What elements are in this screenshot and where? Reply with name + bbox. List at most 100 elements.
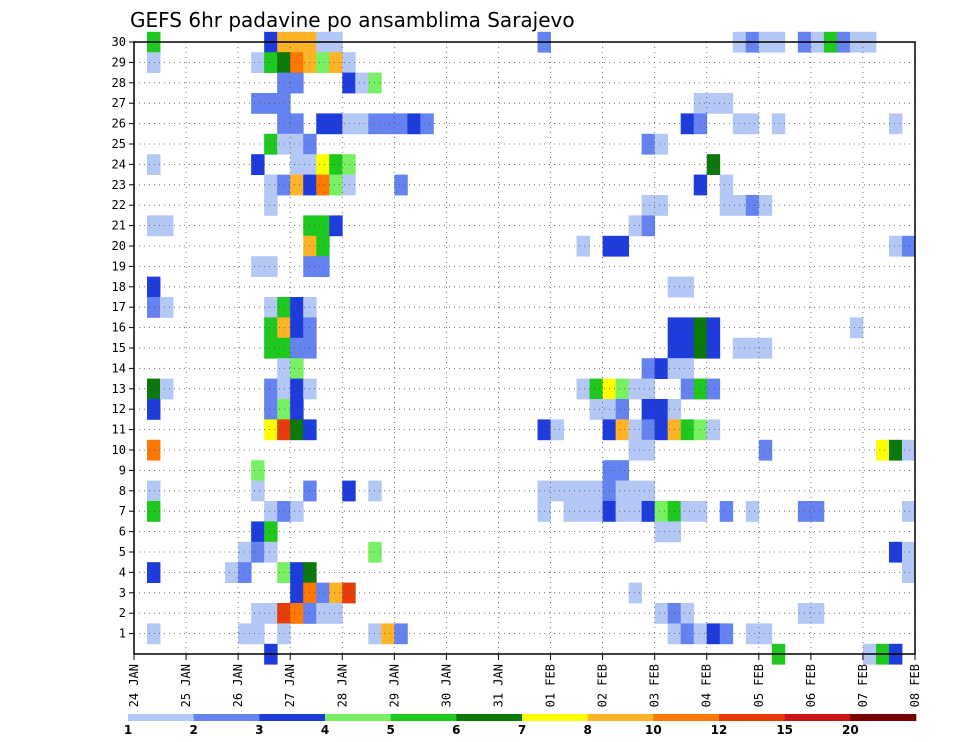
heatmap-cell: [745, 501, 760, 522]
y-tick-label: 8: [119, 484, 126, 498]
heatmap-cell: [225, 562, 239, 583]
heatmap-cell: [342, 154, 356, 175]
color-legend: 1 2 3 4 5 6 7 8 10 12 15 20: [124, 714, 917, 737]
heatmap-cell: [290, 419, 304, 441]
heatmap-cell: [147, 399, 161, 420]
heatmap-cell: [290, 297, 304, 318]
heatmap-cell: [680, 113, 695, 135]
y-tick-label: 1: [119, 627, 126, 641]
heatmap-cell: [563, 501, 577, 522]
heatmap-cell: [706, 623, 721, 645]
heatmap-cell: [251, 93, 265, 114]
heatmap-cell: [251, 460, 265, 481]
heatmap-cell: [264, 501, 278, 522]
heatmap-cell: [329, 52, 343, 73]
legend-label: 3: [255, 723, 263, 737]
heatmap-cell: [654, 419, 669, 441]
heatmap-cell: [654, 399, 669, 420]
heatmap-cell: [264, 297, 278, 318]
heatmap-cell: [693, 419, 708, 441]
heatmap-cell: [901, 501, 916, 522]
heatmap-cell: [277, 174, 291, 196]
heatmap-cell: [745, 195, 760, 216]
y-tick-label: 2: [119, 606, 126, 620]
heatmap-cell: [420, 113, 434, 135]
y-tick-label: 12: [112, 402, 126, 416]
y-tick-label: 20: [112, 239, 126, 253]
y-tick-label: 21: [112, 219, 126, 233]
heatmap-cell: [264, 317, 278, 339]
heatmap-cell: [316, 582, 330, 604]
heatmap-cell: [147, 623, 161, 645]
heatmap-cell: [147, 297, 161, 318]
heatmap-cell: [277, 52, 291, 73]
heatmap-cell: [615, 235, 630, 257]
heatmap-cell: [316, 256, 330, 277]
heatmap-cell: [394, 174, 408, 196]
heatmap-cell: [680, 276, 695, 298]
heatmap-cell: [693, 317, 708, 339]
y-tick-label: 7: [119, 504, 126, 518]
y-tick-label: 17: [112, 300, 126, 314]
heatmap-cell: [277, 603, 291, 624]
heatmap-cell: [706, 93, 721, 114]
heatmap-cell: [264, 52, 278, 73]
y-tick-label: 10: [112, 443, 126, 457]
legend-label: 5: [386, 723, 394, 737]
heatmap-cell: [277, 133, 291, 155]
heatmap-cell: [329, 154, 343, 175]
legend-label: 6: [452, 723, 460, 737]
heatmap-cell: [147, 562, 161, 583]
heatmap-cell: [693, 623, 708, 645]
heatmap-cell: [251, 154, 265, 175]
heatmap-cell: [147, 276, 161, 298]
heatmap-cell: [277, 378, 291, 400]
y-tick-label: 26: [112, 117, 126, 131]
x-tick-label: 24 JAN: [127, 664, 141, 707]
heatmap-cell: [576, 501, 590, 522]
heatmap-cell: [160, 378, 174, 400]
heatmap-cell: [368, 72, 382, 94]
y-axis: 1234567891011121314151617181920212223242…: [112, 35, 134, 641]
heatmap-cell: [342, 480, 356, 502]
heatmap-cell: [680, 317, 695, 339]
heatmap-cells: [147, 31, 916, 665]
heatmap-cell: [706, 317, 721, 339]
heatmap-cell: [251, 52, 265, 73]
x-tick-label: 04 FEB: [700, 664, 714, 707]
y-tick-label: 6: [119, 525, 126, 539]
heatmap-cell: [745, 623, 760, 645]
heatmap-cell: [641, 133, 656, 155]
heatmap-cell: [745, 113, 760, 135]
heatmap-cell: [342, 582, 356, 604]
heatmap-cell: [264, 521, 278, 543]
legend-label: 7: [518, 723, 526, 737]
heatmap-cell: [680, 623, 695, 645]
heatmap-cell: [355, 72, 369, 94]
heatmap-cell: [368, 623, 382, 645]
y-tick-label: 25: [112, 137, 126, 151]
y-tick-label: 11: [112, 423, 126, 437]
heatmap-cell: [810, 603, 825, 624]
y-tick-label: 18: [112, 280, 126, 294]
x-tick-label: 26 JAN: [231, 664, 245, 707]
legend-swatch: [719, 714, 785, 721]
heatmap-cell: [290, 358, 304, 379]
heatmap-cell: [316, 235, 330, 257]
heatmap-cell: [810, 501, 825, 522]
heatmap-cell: [290, 113, 304, 135]
legend-label: 2: [189, 723, 197, 737]
heatmap-cell: [628, 215, 643, 237]
heatmap-cell: [368, 113, 382, 135]
grid-lines: [134, 42, 915, 654]
heatmap-cell: [615, 501, 630, 522]
heatmap-cell: [264, 337, 278, 359]
heatmap-cell: [251, 623, 265, 645]
legend-label: 10: [645, 723, 662, 737]
heatmap-cell: [264, 541, 278, 563]
legend-label: 4: [321, 723, 329, 737]
heatmap-cell: [888, 235, 903, 257]
legend-swatch: [128, 714, 194, 721]
heatmap-cell: [641, 480, 656, 502]
